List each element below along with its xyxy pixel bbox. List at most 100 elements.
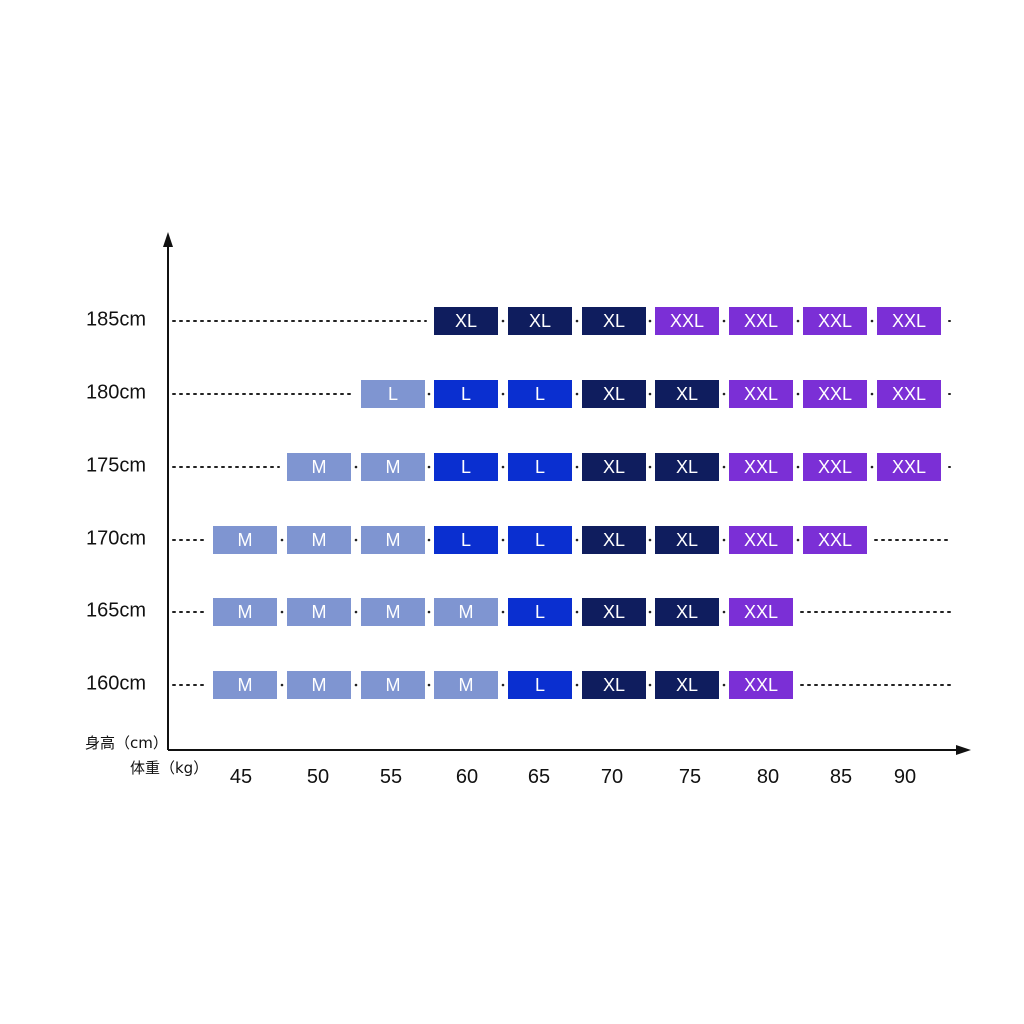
separator-dot	[427, 683, 431, 687]
separator-dot	[870, 319, 874, 323]
size-cell-label: XL	[676, 457, 698, 477]
x-tick-label: 65	[528, 766, 550, 788]
size-cell-label: M	[312, 602, 327, 622]
size-cell-label: L	[535, 602, 545, 622]
size-cell	[287, 671, 351, 699]
size-cell	[287, 453, 351, 481]
size-cell-label: XXL	[670, 311, 704, 331]
x-tick-label: 60	[456, 766, 478, 788]
size-cell	[434, 598, 498, 626]
size-cell-label: XL	[676, 602, 698, 622]
size-cell-label: XXL	[818, 457, 852, 477]
separator-dot	[280, 610, 284, 614]
size-cell	[655, 598, 719, 626]
height-label: 160cm	[86, 672, 146, 694]
size-cell	[361, 598, 425, 626]
separator-dot	[354, 538, 358, 542]
size-cell-label: M	[312, 530, 327, 550]
size-cell-label: XL	[603, 311, 625, 331]
size-row: 160cm M M M M L XL XL XXL	[86, 671, 951, 699]
separator-dot	[722, 683, 726, 687]
size-cell-label: M	[459, 675, 474, 695]
separator-dot	[648, 538, 652, 542]
height-label: 165cm	[86, 599, 146, 621]
size-cell-label: XXL	[818, 530, 852, 550]
size-rows: 185cm XL XL XL XXL XXL XXL XXL 180cm L L L XL XL XXL XX…	[86, 307, 951, 699]
size-cell	[434, 526, 498, 554]
size-cell	[582, 380, 646, 408]
separator-dot	[796, 538, 800, 542]
separator-dot	[501, 683, 505, 687]
size-cell	[508, 598, 572, 626]
separator-dot	[575, 392, 579, 396]
size-cell	[803, 380, 867, 408]
size-cell	[582, 307, 646, 335]
separator-dot	[575, 683, 579, 687]
size-cell-label: L	[461, 530, 471, 550]
x-tick-label: 85	[830, 766, 852, 788]
size-cell	[361, 453, 425, 481]
size-cell	[361, 380, 425, 408]
size-cell-label: XXL	[818, 384, 852, 404]
size-row: 175cm M M L L XL XL XXL XXL XXL	[86, 453, 951, 481]
size-cell	[287, 526, 351, 554]
size-cell	[361, 526, 425, 554]
size-cell	[877, 453, 941, 481]
size-cell	[287, 598, 351, 626]
separator-dot	[427, 610, 431, 614]
size-cell-label: XL	[603, 675, 625, 695]
y-axis-arrow	[163, 232, 173, 247]
size-row: 170cm M M M L L XL XL XXL XXL	[86, 526, 951, 554]
size-cell-label: L	[388, 384, 398, 404]
separator-dot	[427, 392, 431, 396]
height-label: 180cm	[86, 381, 146, 403]
size-cell	[508, 307, 572, 335]
separator-dot	[575, 319, 579, 323]
size-cell-label: L	[461, 457, 471, 477]
separator-dot	[427, 465, 431, 469]
size-cell	[655, 307, 719, 335]
x-tick-label: 90	[894, 766, 916, 788]
size-cell	[213, 598, 277, 626]
size-cell-label: L	[461, 384, 471, 404]
size-cell-label: XXL	[892, 384, 926, 404]
separator-dot	[354, 465, 358, 469]
separator-dot	[648, 610, 652, 614]
separator-dot	[575, 610, 579, 614]
axes	[163, 232, 971, 755]
separator-dot	[501, 465, 505, 469]
size-cell	[655, 453, 719, 481]
size-cell	[877, 307, 941, 335]
separator-dot	[648, 392, 652, 396]
size-cell	[213, 526, 277, 554]
separator-dot	[722, 538, 726, 542]
size-cell-label: XXL	[744, 530, 778, 550]
size-cell-label: M	[312, 675, 327, 695]
size-cell-label: M	[312, 457, 327, 477]
separator-dot	[501, 610, 505, 614]
size-cell	[877, 380, 941, 408]
separator-dot	[427, 538, 431, 542]
separator-dot	[796, 319, 800, 323]
separator-dot	[722, 319, 726, 323]
size-cell	[434, 453, 498, 481]
size-cell-label: M	[386, 602, 401, 622]
size-cell-label: M	[459, 602, 474, 622]
size-cell-label: XXL	[744, 311, 778, 331]
size-cell	[434, 671, 498, 699]
size-cell-label: XL	[676, 530, 698, 550]
x-axis-arrow	[956, 745, 971, 755]
separator-dot	[722, 610, 726, 614]
size-cell	[361, 671, 425, 699]
size-cell-label: M	[386, 457, 401, 477]
separator-dot	[354, 610, 358, 614]
separator-dot	[722, 392, 726, 396]
size-cell	[582, 453, 646, 481]
x-tick-label: 70	[601, 766, 623, 788]
size-cell-label: XL	[455, 311, 477, 331]
size-cell	[508, 453, 572, 481]
separator-dot	[648, 319, 652, 323]
x-tick-label: 75	[679, 766, 701, 788]
size-cell-label: L	[535, 457, 545, 477]
